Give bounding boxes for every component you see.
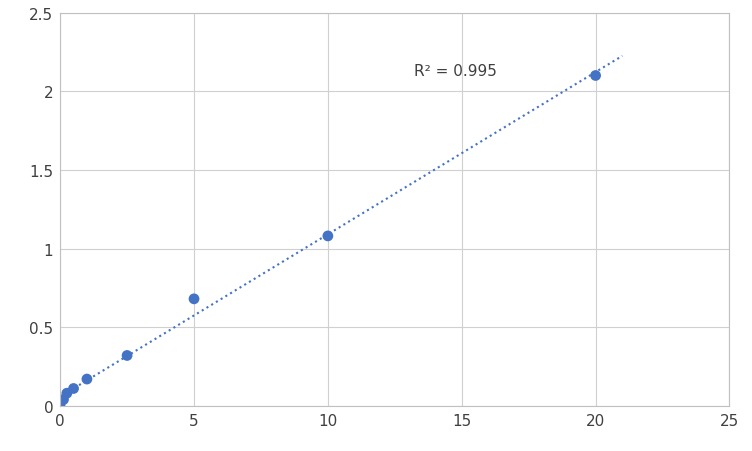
Point (121, 352, 133, 359)
Point (81, 376, 93, 383)
Text: R² = 0.995: R² = 0.995 (414, 64, 496, 79)
Point (322, 233, 334, 240)
Point (68, 385, 80, 392)
Point (57, 396, 69, 403)
Point (590, 73, 602, 80)
Point (61, 390, 73, 397)
Point (188, 295, 200, 303)
Point (54, 401, 66, 408)
